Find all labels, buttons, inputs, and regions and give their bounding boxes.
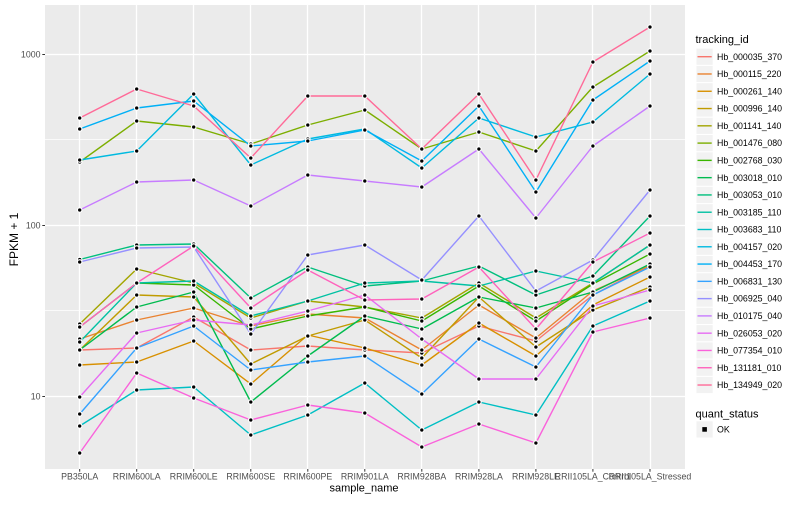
svg-text:RRIM600LE: RRIM600LE: [170, 472, 218, 482]
svg-text:100: 100: [26, 221, 41, 231]
svg-text:FPKM + 1: FPKM + 1: [7, 212, 21, 266]
svg-text:Hb_000115_220: Hb_000115_220: [717, 69, 782, 79]
svg-text:Hb_002768_030: Hb_002768_030: [717, 155, 782, 165]
svg-text:RRII105LA_Stressed: RRII105LA_Stressed: [609, 472, 692, 482]
svg-text:sample_name: sample_name: [329, 483, 398, 495]
svg-text:Hb_000996_140: Hb_000996_140: [717, 104, 782, 114]
svg-text:Hb_006831_130: Hb_006831_130: [717, 276, 782, 286]
svg-text:Hb_077354_010: Hb_077354_010: [717, 346, 782, 356]
svg-text:Hb_131181_010: Hb_131181_010: [717, 363, 782, 373]
svg-text:Hb_134949_020: Hb_134949_020: [717, 380, 782, 390]
svg-text:RRII105LA_Control: RRII105LA_Control: [555, 472, 631, 482]
svg-text:Hb_003018_010: Hb_003018_010: [717, 173, 782, 183]
svg-text:RRIM600SE: RRIM600SE: [226, 472, 275, 482]
svg-text:Hb_001476_080: Hb_001476_080: [717, 138, 782, 148]
svg-text:OK: OK: [717, 425, 730, 435]
svg-text:RRIM901LA: RRIM901LA: [341, 472, 389, 482]
svg-text:RRIM600PE: RRIM600PE: [283, 472, 332, 482]
svg-text:Hb_010175_040: Hb_010175_040: [717, 311, 782, 321]
svg-text:Hb_026053_020: Hb_026053_020: [717, 328, 782, 338]
svg-text:RRIM928BA: RRIM928BA: [397, 472, 446, 482]
svg-text:Hb_001141_140: Hb_001141_140: [717, 121, 782, 131]
svg-text:tracking_id: tracking_id: [696, 34, 749, 46]
svg-text:Hb_003683_110: Hb_003683_110: [717, 225, 782, 235]
svg-text:RRIM600LA: RRIM600LA: [113, 472, 161, 482]
svg-text:1000: 1000: [21, 50, 41, 60]
svg-text:RRIM928LE: RRIM928LE: [512, 472, 560, 482]
svg-text:RRIM928LA: RRIM928LA: [455, 472, 503, 482]
svg-text:quant_status: quant_status: [696, 409, 759, 421]
svg-text:Hb_004157_020: Hb_004157_020: [717, 242, 782, 252]
svg-text:Hb_000261_140: Hb_000261_140: [717, 86, 782, 96]
svg-text:Hb_000035_370: Hb_000035_370: [717, 52, 782, 62]
svg-text:PB350LA: PB350LA: [61, 472, 98, 482]
svg-text:Hb_004453_170: Hb_004453_170: [717, 259, 782, 269]
svg-text:Hb_006925_040: Hb_006925_040: [717, 294, 782, 304]
svg-text:10: 10: [31, 392, 41, 402]
svg-text:Hb_003053_010: Hb_003053_010: [717, 190, 782, 200]
svg-text:Hb_003185_110: Hb_003185_110: [717, 207, 782, 217]
